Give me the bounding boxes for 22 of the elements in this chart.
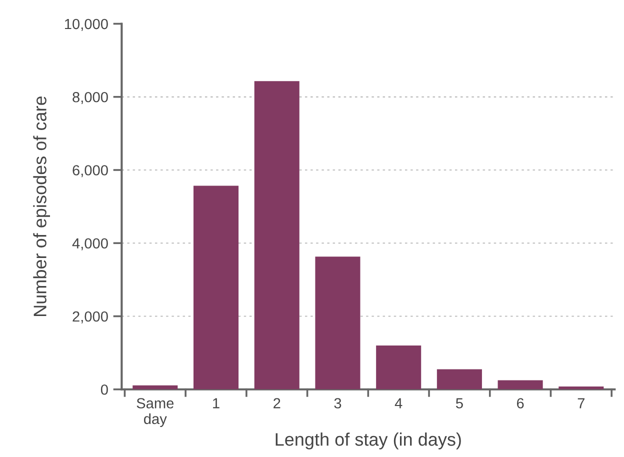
x-tick-label: 1 — [213, 398, 220, 408]
x-tick-label: 2 — [274, 398, 280, 408]
y-tick-label: 10,000 — [65, 18, 108, 31]
x-tick-label: 4 — [394, 398, 402, 408]
y-axis-title: Number of episodes of care — [33, 96, 50, 316]
x-tick-label: 3 — [334, 398, 342, 408]
bar — [254, 81, 300, 390]
x-tick-label: 7 — [578, 398, 584, 408]
bar — [376, 345, 422, 390]
x-tick-label: 6 — [516, 398, 524, 408]
y-tick-label: 2,000 — [72, 311, 108, 324]
bar — [436, 369, 482, 390]
bar — [193, 186, 239, 390]
x-axis-title: Length of stay (in days) — [276, 432, 461, 450]
y-tick-label: 8,000 — [72, 92, 108, 104]
x-tick-label: Same day — [136, 398, 174, 427]
y-tick-label: 0 — [100, 384, 108, 395]
bar — [315, 256, 360, 390]
x-tick-label: 5 — [456, 398, 463, 408]
y-tick-label: 4,000 — [72, 238, 108, 250]
y-tick-label: 6,000 — [72, 165, 108, 178]
bar — [498, 380, 543, 390]
